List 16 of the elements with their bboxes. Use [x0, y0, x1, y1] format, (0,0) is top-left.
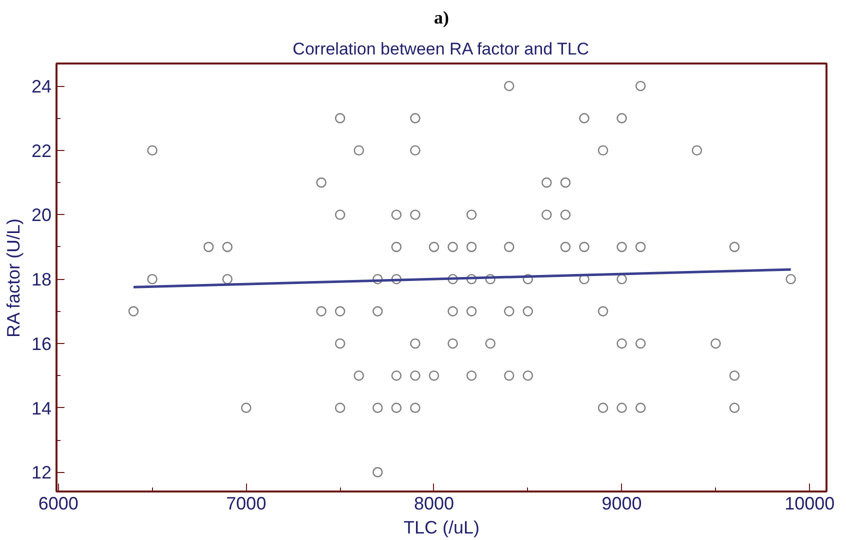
y-tick-label: 22	[31, 140, 52, 161]
y-tick-label: 20	[31, 205, 52, 226]
y-tick-label: 16	[31, 334, 52, 354]
y-tick-label: 24	[31, 76, 52, 97]
y-tick-label: 14	[31, 398, 52, 418]
chart-title: Correlation between RA factor and TLC	[292, 40, 590, 58]
x-axis-title: TLC (/uL)	[403, 518, 480, 538]
x-tick-label: 9000	[602, 494, 642, 514]
x-tick-label: 10000	[784, 494, 835, 514]
text: a)	[434, 8, 450, 28]
x-tick-label: 7000	[226, 494, 266, 514]
x-tick-label: 8000	[414, 494, 454, 514]
y-axis-title: RA factor (U/L)	[3, 218, 24, 338]
y-tick-label: 18	[31, 270, 52, 290]
y-tick-label: 12	[31, 462, 52, 483]
x-tick-label: 6000	[38, 494, 78, 514]
